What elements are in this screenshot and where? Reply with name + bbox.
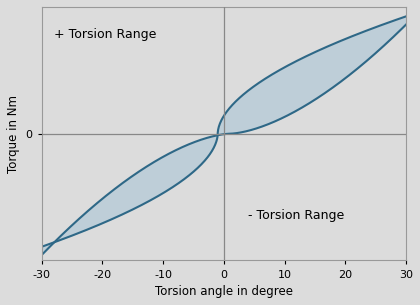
Y-axis label: Torque in Nm: Torque in Nm — [7, 95, 20, 173]
Text: - Torsion Range: - Torsion Range — [248, 209, 344, 222]
Text: + Torsion Range: + Torsion Range — [54, 28, 156, 41]
X-axis label: Torsion angle in degree: Torsion angle in degree — [155, 285, 293, 298]
